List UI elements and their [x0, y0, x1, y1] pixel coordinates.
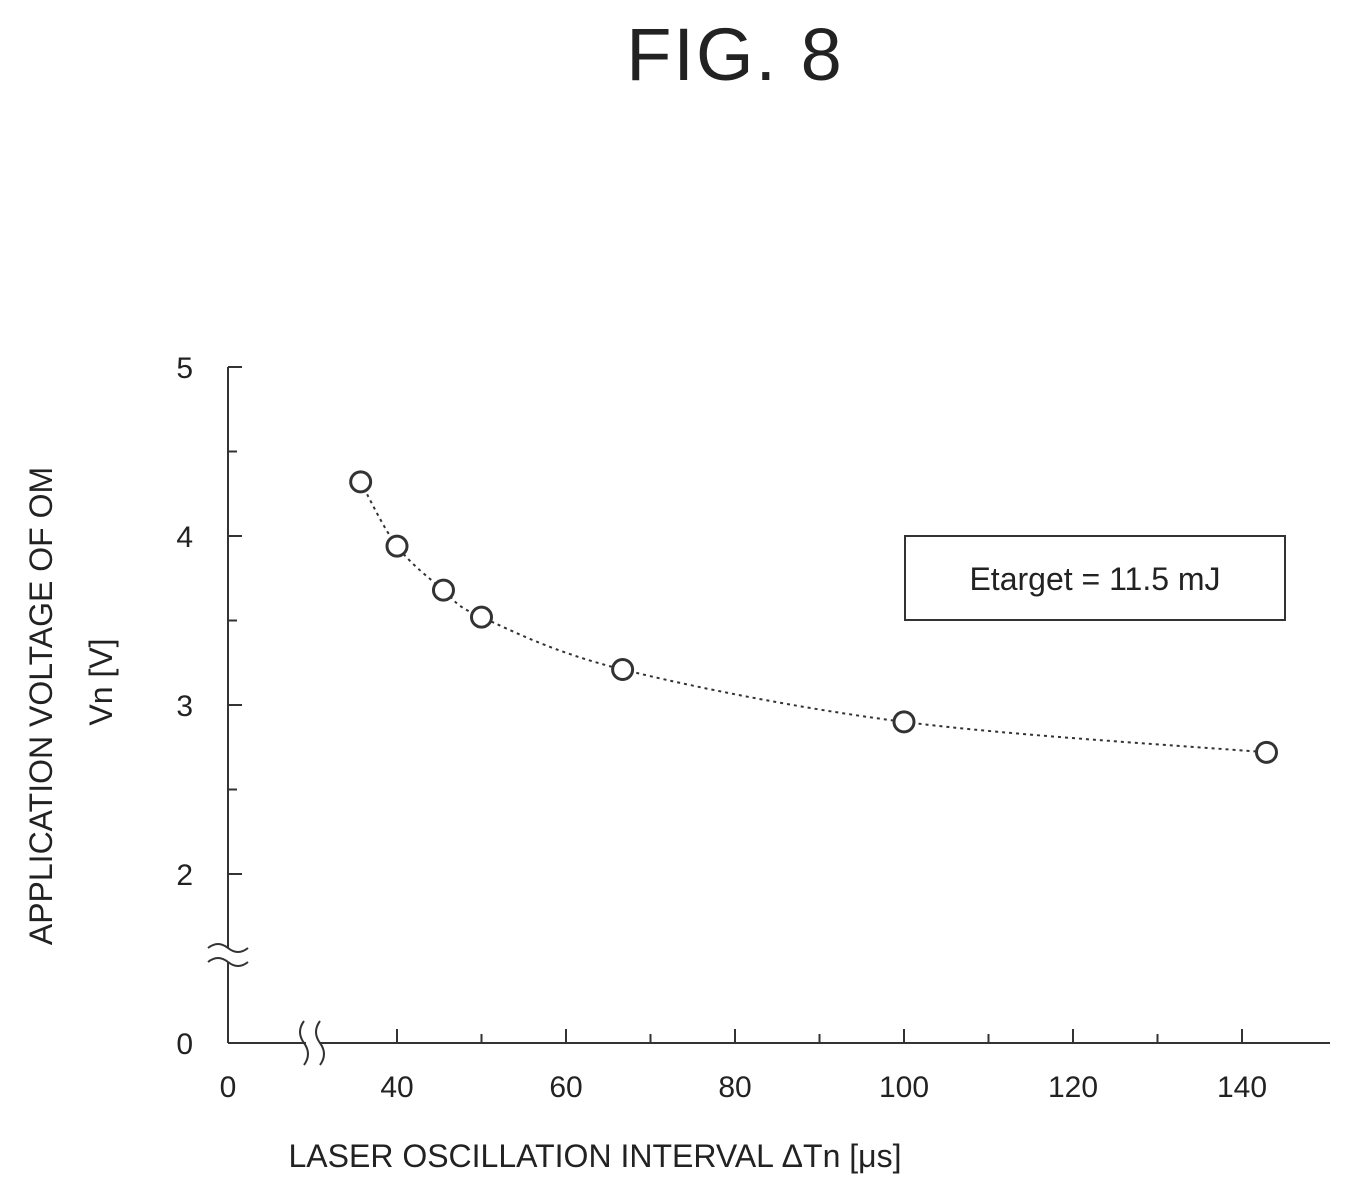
x-axis-label: LASER OSCILLATION INTERVAL ΔTn [μs]: [288, 1138, 901, 1174]
x-tick-label: 0: [220, 1071, 237, 1104]
x-break-mark: [315, 1020, 325, 1066]
x-tick-label: 100: [879, 1071, 929, 1104]
annotation-box: [904, 535, 1286, 621]
y-tick-label: 0: [176, 1028, 193, 1061]
x-tick-label: 120: [1048, 1071, 1098, 1104]
series-group: [349, 470, 1279, 764]
data-point: [1255, 740, 1279, 764]
data-point: [431, 578, 455, 602]
x-break-mark: [299, 1020, 309, 1066]
y-tick-label: 2: [176, 859, 193, 892]
series-line: [359, 481, 1267, 754]
y-axis-label-line2: Vn [V]: [83, 638, 119, 725]
x-tick-label: 40: [380, 1071, 413, 1104]
axis-breaks: [206, 943, 325, 1066]
y-tick-label: 4: [176, 521, 193, 554]
x-tick-label: 60: [549, 1071, 582, 1104]
y-tick-label: 3: [176, 690, 193, 723]
x-tick-label: 140: [1217, 1071, 1267, 1104]
axes: [227, 367, 1330, 1044]
y-break-mark: [207, 957, 249, 967]
y-break-mark: [207, 943, 249, 953]
figure-title: FIG. 8: [626, 13, 844, 96]
data-point: [611, 658, 635, 682]
data-point: [349, 470, 373, 494]
y-tick-label: 5: [176, 352, 193, 385]
data-point: [385, 534, 409, 558]
y-axis-label-line1: APPLICATION VOLTAGE OF OM: [23, 467, 59, 945]
annotation-text: Etarget = 11.5 mJ: [969, 561, 1220, 597]
ticks: 0 40 60 80 100 120 140 0 2 3 4 5: [176, 352, 1267, 1104]
x-tick-label: 80: [718, 1071, 751, 1104]
labels: Etarget = 11.5 mJ LASER OSCILLATION INTER…: [23, 467, 1286, 1174]
data-point: [470, 605, 493, 629]
data-point: [892, 710, 916, 734]
